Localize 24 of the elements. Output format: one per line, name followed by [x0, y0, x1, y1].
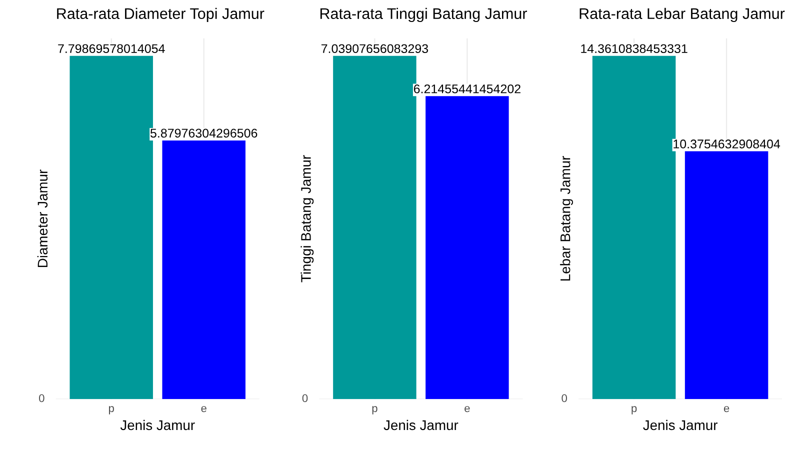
data-label: 5.87976304296506	[150, 128, 258, 138]
x-tick-label: p	[108, 406, 114, 414]
y-axis-title: Lebar Batang Jamur	[560, 156, 573, 281]
x-axis-title: Jenis Jamur	[120, 420, 195, 430]
text: 0	[562, 394, 568, 402]
data-label: 14.3610838453331	[581, 44, 688, 54]
x-tick-label: p	[632, 406, 637, 414]
x-tick-label: e	[464, 406, 470, 412]
data-label: 10.3754632908404	[674, 140, 780, 148]
data-label: 7.03907656083293	[321, 44, 428, 54]
chart-title: Rata-rata Lebar Batang Jamur	[580, 8, 785, 22]
x-axis-title: Jenis Jamur	[643, 420, 718, 430]
y-axis-title: Tinggi Batang Jamur	[300, 155, 314, 282]
chart-title: Rata-rata Diameter Topi Jamur	[57, 8, 264, 22]
x-axis-title: Jenis Jamur	[384, 420, 458, 430]
data-label: 7.79869578014054	[58, 44, 165, 54]
x-tick-label: e	[724, 406, 730, 412]
data-label: 6.21455441454202	[414, 84, 520, 94]
text: 0	[39, 394, 44, 402]
chart-title: Rata-rata Tinggi Batang Jamur	[320, 8, 528, 22]
x-tick-label: p	[372, 406, 378, 414]
x-tick-label: e	[201, 406, 206, 412]
y-axis-title: Diameter Jamur	[37, 170, 48, 267]
text: 0	[302, 394, 308, 402]
